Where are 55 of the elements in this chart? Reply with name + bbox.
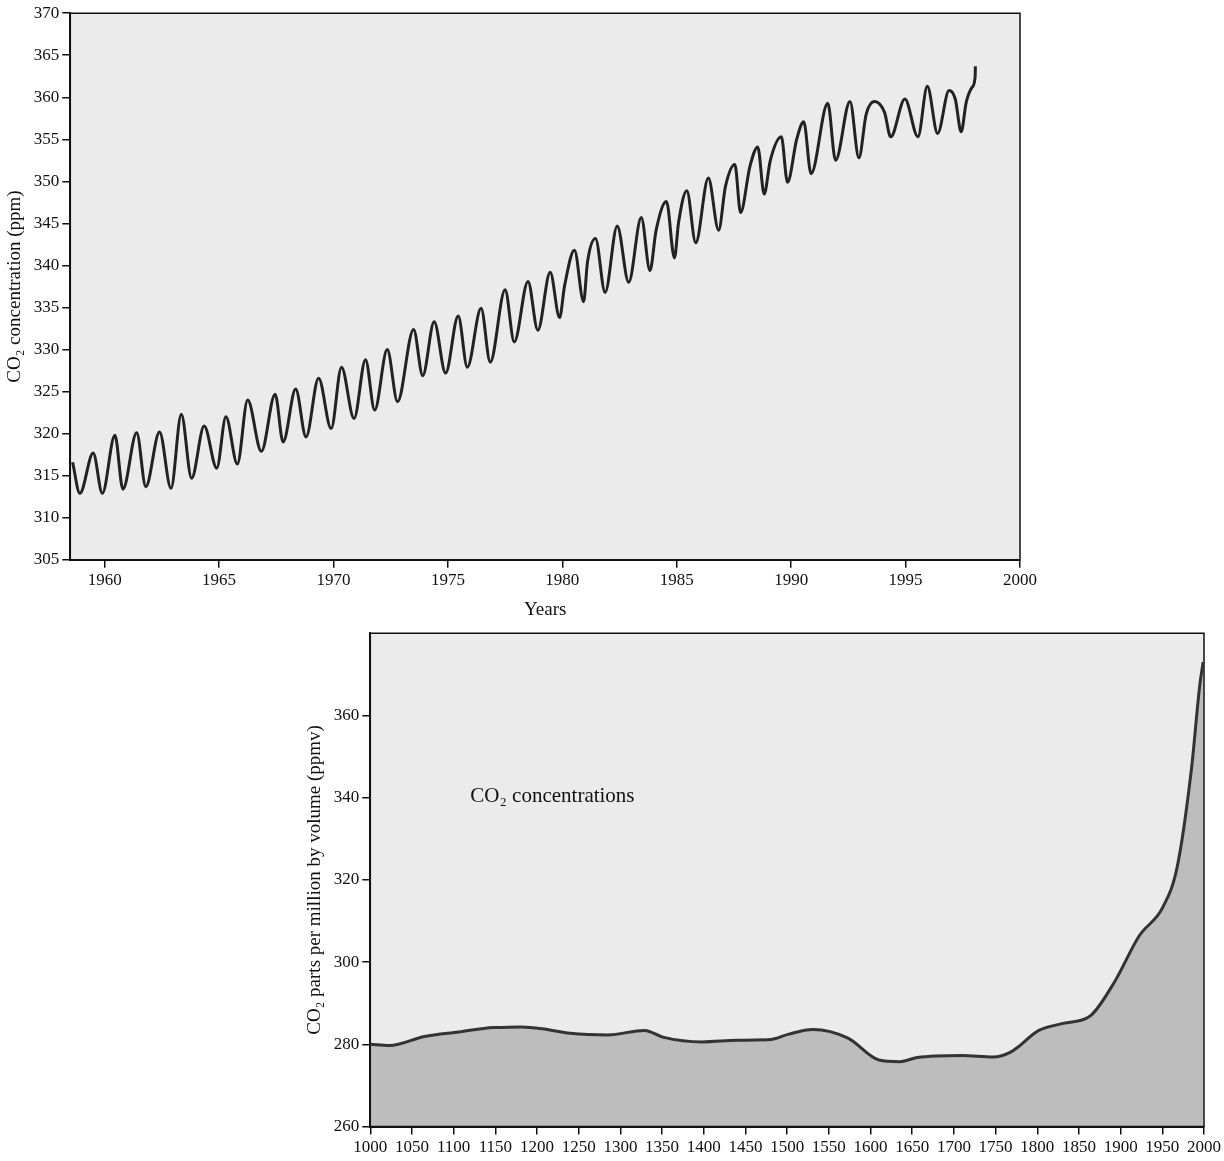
y-tick-label: 260 xyxy=(333,1116,360,1136)
x-tick-label: 1000 xyxy=(353,1137,388,1157)
y-tick-label: 355 xyxy=(33,128,60,148)
x-tick-label: 1600 xyxy=(853,1137,888,1157)
x-tick-label: 1550 xyxy=(811,1137,846,1157)
x-tick-label: 1500 xyxy=(770,1137,805,1157)
x-tick-label: 1650 xyxy=(895,1137,930,1157)
y-tick-label: 310 xyxy=(33,507,60,527)
y-tick-label: 315 xyxy=(33,465,60,485)
y-tick-label: 360 xyxy=(33,86,60,106)
y-tick-label: 340 xyxy=(33,254,60,274)
x-tick-label: 1970 xyxy=(316,570,351,590)
y-tick-label: 340 xyxy=(333,787,360,807)
y-tick-label: 335 xyxy=(33,296,60,316)
y-tick-label: 325 xyxy=(33,381,60,401)
x-tick-label: 1200 xyxy=(520,1137,555,1157)
x-tick-label: 1960 xyxy=(87,570,122,590)
x-tick-label: 1750 xyxy=(978,1137,1013,1157)
x-tick-label: 1800 xyxy=(1020,1137,1055,1157)
x-tick-label: 2000 xyxy=(1187,1137,1221,1157)
y-tick-label: 345 xyxy=(33,212,60,232)
x-tick-label: 1450 xyxy=(728,1137,763,1157)
y-tick-label: 320 xyxy=(333,869,360,889)
x-axis-title: Years xyxy=(523,597,567,619)
y-tick-label: 370 xyxy=(33,2,60,22)
y-tick-label: 280 xyxy=(333,1033,360,1053)
x-tick-label: 1995 xyxy=(888,570,923,590)
y-axis-title: CO₂ parts per million by volume (ppmv) xyxy=(303,725,326,1035)
x-tick-label: 1350 xyxy=(645,1137,680,1157)
x-tick-label: 1975 xyxy=(430,570,465,590)
x-tick-label: 1990 xyxy=(774,570,809,590)
x-tick-label: 1985 xyxy=(659,570,694,590)
y-tick-label: 320 xyxy=(33,423,60,443)
x-tick-label: 1850 xyxy=(1061,1137,1096,1157)
x-tick-label: 1980 xyxy=(545,570,580,590)
x-tick-label: 1250 xyxy=(561,1137,596,1157)
x-tick-label: 1965 xyxy=(202,570,237,590)
x-tick-label: 1300 xyxy=(603,1137,638,1157)
y-axis-title: CO₂ concentration (ppm) xyxy=(3,190,26,383)
y-tick-label: 300 xyxy=(333,951,360,971)
y-tick-label: 350 xyxy=(33,170,60,190)
x-tick-label: 1700 xyxy=(936,1137,971,1157)
x-tick-label: 1950 xyxy=(1145,1137,1180,1157)
x-tick-label: 1150 xyxy=(478,1137,513,1157)
annotation: CO₂ concentrations xyxy=(470,782,635,807)
y-tick-label: 305 xyxy=(33,549,60,569)
x-tick-label: 1050 xyxy=(394,1137,429,1157)
x-tick-label: 1100 xyxy=(436,1137,471,1157)
y-tick-label: 360 xyxy=(333,704,360,724)
x-tick-label: 1900 xyxy=(1103,1137,1138,1157)
y-tick-label: 330 xyxy=(33,339,60,359)
line-series xyxy=(71,64,977,495)
y-tick-label: 365 xyxy=(33,44,60,64)
x-tick-label: 1400 xyxy=(686,1137,721,1157)
x-tick-label: 2000 xyxy=(1003,570,1037,590)
